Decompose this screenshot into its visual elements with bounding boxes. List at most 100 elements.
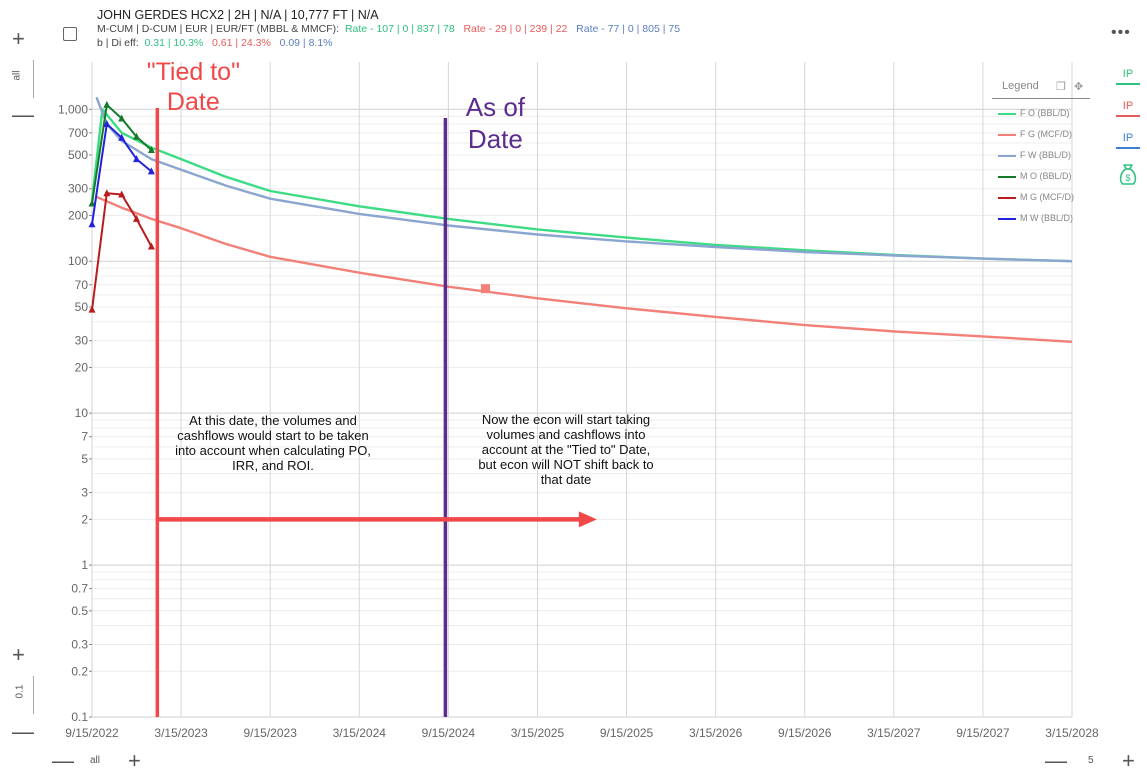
x-tick-label: 9/15/2026 <box>778 726 832 740</box>
legend-item[interactable]: M O (BBL/D) <box>998 171 1072 183</box>
y-tick-label: 2 <box>81 512 88 526</box>
annotation-note-line: Now the econ will start taking <box>482 412 650 427</box>
y-tick-label: 70 <box>75 278 89 292</box>
y-tick-label: 7 <box>81 430 88 444</box>
chart-grid <box>91 62 1073 718</box>
x-zoom-in-right-button[interactable]: + <box>1122 748 1135 773</box>
annotation-note-line: IRR, and ROI. <box>232 458 314 473</box>
legend-label: F O (BBL/D) <box>1020 108 1070 118</box>
more-menu-icon[interactable]: ••• <box>1111 24 1131 41</box>
data-point <box>118 190 126 198</box>
data-point <box>88 305 96 313</box>
annotation-note-line: cashflows would start to be taken <box>177 428 369 443</box>
legend-item[interactable]: M W (BBL/D) <box>998 213 1073 225</box>
tied-to-date-label: "Tied to" <box>147 58 240 86</box>
data-point <box>147 145 155 153</box>
b-di-gas: 0.61 | 24.3% <box>212 37 271 49</box>
ip-water-label: IP <box>1122 132 1134 144</box>
annotation-note-line: into account when calculating PO, <box>175 443 371 458</box>
series-line <box>96 195 1073 343</box>
x-tick-label: 9/15/2023 <box>243 726 297 740</box>
annotation-note-line: volumes and cashflows into <box>487 427 646 442</box>
money-bag-icon[interactable]: $ <box>1116 162 1140 191</box>
legend-swatch <box>998 175 1016 178</box>
legend-label: M W (BBL/D) <box>1020 213 1073 223</box>
legend-label: M G (MCF/D) <box>1020 192 1074 202</box>
legend-label: M O (BBL/D) <box>1020 171 1072 181</box>
y-zoom-out-bottom-button[interactable]: — <box>12 719 34 744</box>
x-tick-label: 9/15/2027 <box>956 726 1010 740</box>
legend-header: Legend ❐ ✥ <box>992 76 1090 99</box>
y-tick-label: 700 <box>68 126 88 140</box>
y-tick-label: 200 <box>68 208 88 222</box>
y-tick-label: 3 <box>81 486 88 500</box>
y-max-divider <box>33 60 34 98</box>
x-axis-ticks: 9/15/2022 3/15/2023 9/15/2023 3/15/2024 9/15… <box>65 726 1099 740</box>
ip-oil-label: IP <box>1122 68 1134 80</box>
x-zoom-in-left-button[interactable]: + <box>128 748 141 773</box>
data-point <box>118 133 126 141</box>
copy-icon[interactable]: ❐ <box>1056 81 1066 93</box>
legend-swatch <box>998 217 1016 220</box>
y-zoom-in-bottom-button[interactable]: + <box>12 642 25 667</box>
y-zoom-in-top-button[interactable]: + <box>12 26 25 51</box>
legend-swatch <box>998 196 1016 199</box>
data-point <box>147 167 155 175</box>
legend-item[interactable]: F O (BBL/D) <box>998 108 1070 120</box>
legend-swatch <box>998 154 1016 157</box>
ip-oil-button[interactable]: IP <box>1112 68 1144 85</box>
select-checkbox[interactable] <box>63 27 77 41</box>
as-of-date-label: As of <box>466 92 526 122</box>
y-tick-label: 0.2 <box>71 664 88 678</box>
annotation-note-line: but econ will NOT shift back to <box>478 457 653 472</box>
move-icon[interactable]: ✥ <box>1074 81 1084 93</box>
chart-series <box>88 96 1073 343</box>
legend-item[interactable]: M G (MCF/D) <box>998 192 1074 204</box>
series-line <box>95 96 1073 263</box>
b-di-water: 0.09 | 8.1% <box>279 37 333 49</box>
cum-row: M-CUM | D-CUM | EUR | EUR/FT (MBBL & MMC… <box>97 22 680 36</box>
legend-swatch <box>998 112 1016 115</box>
x-tick-label: 3/15/2024 <box>333 726 387 740</box>
x-min-label: all <box>90 755 101 766</box>
legend-item[interactable]: F G (MCF/D) <box>998 129 1072 141</box>
x-tick-label: 9/15/2022 <box>65 726 119 740</box>
data-point <box>133 155 141 163</box>
y-tick-label: 5 <box>81 452 88 466</box>
ip-oil-underline <box>1116 83 1140 85</box>
b-di-row: b | Di eff: 0.31 | 10.3% 0.61 | 24.3% 0.… <box>97 36 680 50</box>
x-tick-label: 9/15/2024 <box>422 726 476 740</box>
legend-item[interactable]: F W (BBL/D) <box>998 150 1071 162</box>
x-zoom-out-right-button[interactable]: — <box>1045 748 1067 773</box>
data-point <box>118 114 126 122</box>
cum-gas: Rate - 29 | 0 | 239 | 22 <box>463 23 568 35</box>
ip-water-button[interactable]: IP <box>1112 132 1144 149</box>
cum-oil: Rate - 107 | 0 | 837 | 78 <box>344 23 455 35</box>
cum-label: M-CUM | D-CUM | EUR | EUR/FT (MBBL & MMC… <box>97 23 340 35</box>
data-point <box>103 120 111 128</box>
annotation-note-line: that date <box>541 472 592 487</box>
y-tick-label: 100 <box>68 254 88 268</box>
x-tick-label: 3/15/2026 <box>689 726 743 740</box>
shift-arrowhead <box>578 511 597 528</box>
y-tick-label: 300 <box>68 182 88 196</box>
cum-water: Rate - 77 | 0 | 805 | 75 <box>576 23 681 35</box>
x-zoom-out-left-button[interactable]: — <box>52 748 74 773</box>
data-point <box>88 220 96 228</box>
y-min-divider <box>33 676 34 714</box>
data-point <box>133 214 141 222</box>
y-tick-label: 0.7 <box>71 582 88 596</box>
y-tick-label: 0.5 <box>71 604 88 618</box>
data-point <box>88 199 96 207</box>
y-tick-label: 0.1 <box>71 710 88 724</box>
legend-label: F W (BBL/D) <box>1020 150 1071 160</box>
legend-label: F G (MCF/D) <box>1020 129 1072 139</box>
y-zoom-out-top-button[interactable]: — <box>12 102 34 127</box>
x-tick-label: 9/15/2025 <box>600 726 654 740</box>
legend-swatch <box>998 133 1016 136</box>
y-axis-ticks: 1,000 700 500 300 200 100 70 50 30 20 10 7 5 3 2 1 0.7 0.… <box>58 102 92 724</box>
ip-gas-button[interactable]: IP <box>1112 100 1144 117</box>
annotation-note-line: account at the "Tied to" Date, <box>482 442 650 457</box>
